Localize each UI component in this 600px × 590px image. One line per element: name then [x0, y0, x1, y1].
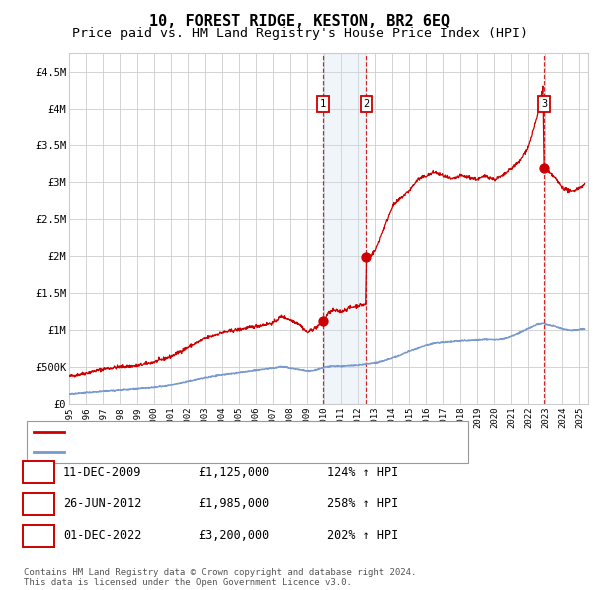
Text: Contains HM Land Registry data © Crown copyright and database right 2024.: Contains HM Land Registry data © Crown c… — [24, 568, 416, 577]
Text: 124% ↑ HPI: 124% ↑ HPI — [327, 466, 398, 478]
Text: 11-DEC-2009: 11-DEC-2009 — [63, 466, 142, 478]
Point — [362, 253, 371, 262]
Text: This data is licensed under the Open Government Licence v3.0.: This data is licensed under the Open Gov… — [24, 578, 352, 587]
Text: Price paid vs. HM Land Registry's House Price Index (HPI): Price paid vs. HM Land Registry's House … — [72, 27, 528, 40]
Text: 202% ↑ HPI: 202% ↑ HPI — [327, 529, 398, 542]
Text: 01-DEC-2022: 01-DEC-2022 — [63, 529, 142, 542]
Text: 26-JUN-2012: 26-JUN-2012 — [63, 497, 142, 510]
Text: HPI: Average price, detached house, Bromley: HPI: Average price, detached house, Brom… — [70, 447, 339, 457]
Text: 10, FOREST RIDGE, KESTON, BR2 6EQ (detached house): 10, FOREST RIDGE, KESTON, BR2 6EQ (detac… — [70, 427, 383, 437]
Text: £3,200,000: £3,200,000 — [198, 529, 269, 542]
Text: £1,125,000: £1,125,000 — [198, 466, 269, 478]
Bar — [323, 53, 367, 404]
Point — [539, 163, 549, 172]
Text: 3: 3 — [35, 529, 42, 542]
Text: 10, FOREST RIDGE, KESTON, BR2 6EQ: 10, FOREST RIDGE, KESTON, BR2 6EQ — [149, 14, 451, 28]
Text: £1,985,000: £1,985,000 — [198, 497, 269, 510]
Text: 258% ↑ HPI: 258% ↑ HPI — [327, 497, 398, 510]
Text: 2: 2 — [35, 497, 42, 510]
Text: 2: 2 — [364, 99, 370, 109]
Text: 1: 1 — [35, 466, 42, 478]
Point — [319, 316, 328, 326]
Text: 3: 3 — [541, 99, 547, 109]
Text: 1: 1 — [320, 99, 326, 109]
